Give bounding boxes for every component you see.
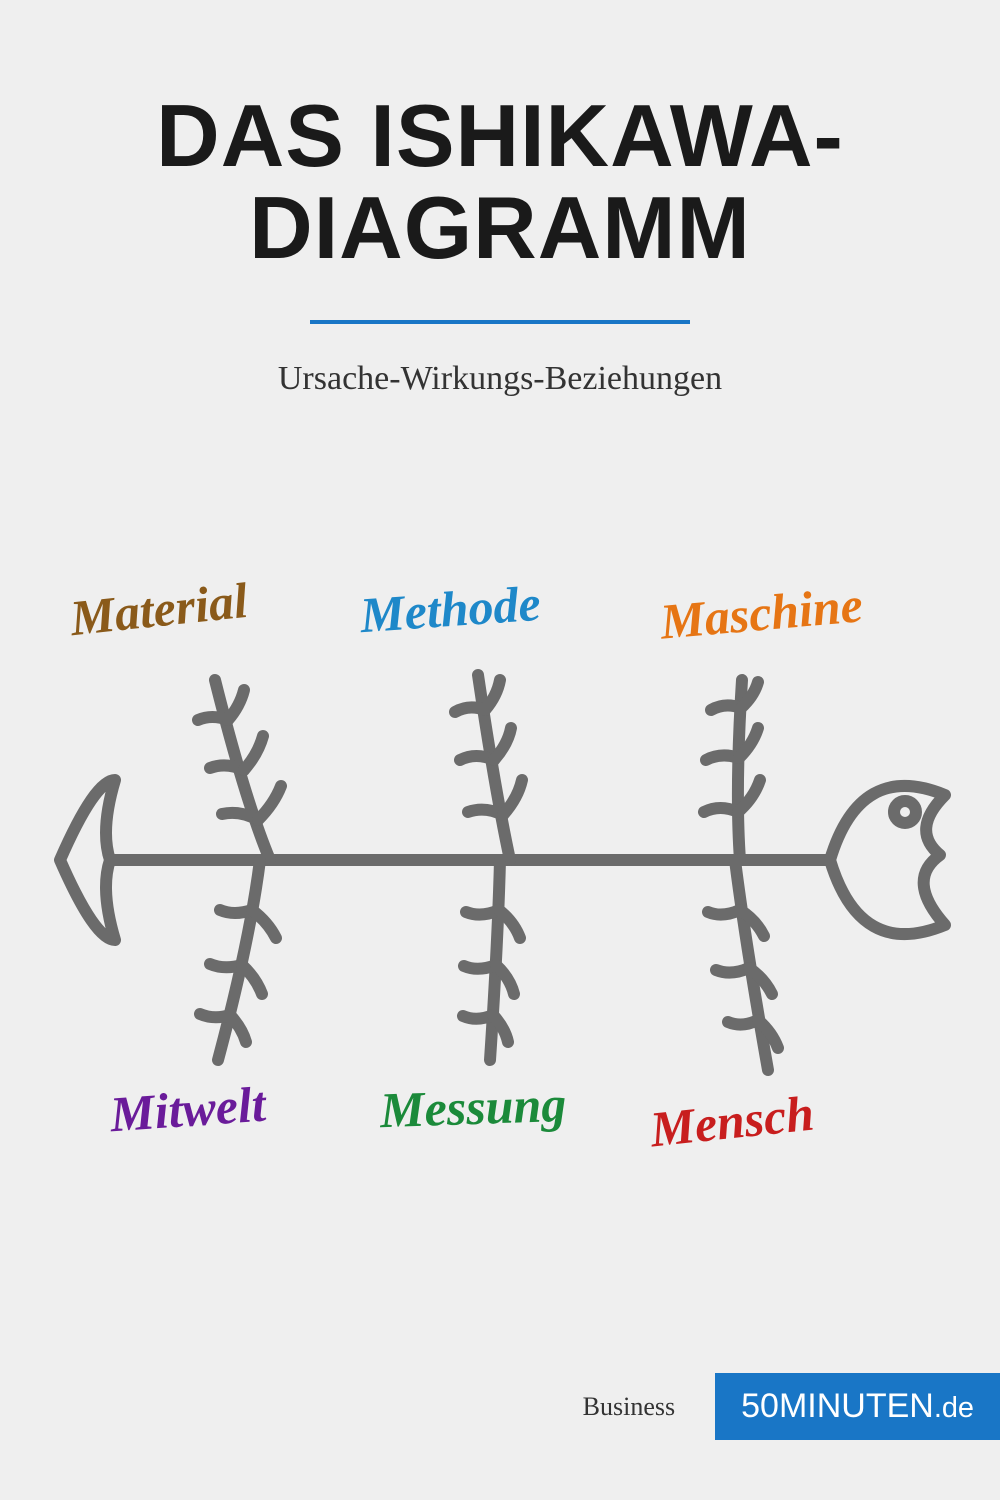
brand-number: 50 <box>741 1387 779 1425</box>
title-line-1: DAS ISHIKAWA- <box>0 90 1000 182</box>
footer: Business 50MINUTEN.de <box>583 1373 1000 1440</box>
footer-category: Business <box>583 1392 675 1422</box>
page-title: DAS ISHIKAWA- DIAGRAMM <box>0 90 1000 275</box>
brand-text: MINUTEN <box>779 1387 934 1425</box>
ishikawa-diagram: MaterialMethodeMaschineMitweltMessungMen… <box>0 580 1000 1140</box>
fishbone-svg <box>0 580 1000 1140</box>
subtitle: Ursache-Wirkungs-Beziehungen <box>0 360 1000 398</box>
title-line-2: DIAGRAMM <box>0 182 1000 274</box>
bone-label-mitwelt: Mitwelt <box>108 1075 267 1144</box>
bone-label-messung: Messung <box>379 1075 567 1139</box>
footer-brand: 50MINUTEN.de <box>715 1373 1000 1440</box>
title-divider <box>310 320 690 324</box>
brand-tld: .de <box>934 1392 974 1424</box>
